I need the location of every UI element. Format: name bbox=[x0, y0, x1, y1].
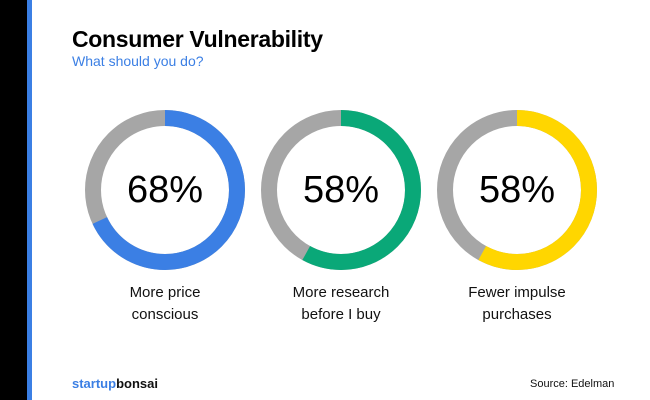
donut-more-research: 58% bbox=[261, 110, 421, 270]
left-accent-stripe bbox=[27, 0, 32, 400]
donut-label-price-conscious: More price conscious bbox=[80, 282, 250, 326]
donut-value: 68% bbox=[126, 169, 204, 211]
donut-value: 58% bbox=[302, 169, 380, 211]
donut-ring bbox=[261, 110, 421, 270]
brand-logo: startupbonsai bbox=[72, 376, 158, 391]
label-line: conscious bbox=[131, 306, 199, 323]
brand-part-startup: startup bbox=[72, 376, 117, 391]
chart-subtitle: What should you do? bbox=[72, 53, 204, 69]
source-note: Source: Edelman bbox=[530, 378, 615, 390]
donut-price-conscious: 68% bbox=[85, 110, 245, 270]
donut-label-more-research: More research before I buy bbox=[256, 282, 426, 326]
donut-ring bbox=[437, 110, 597, 270]
label-line: Fewer impulse bbox=[468, 284, 566, 301]
donut-label-fewer-impulse: Fewer impulse purchases bbox=[432, 282, 602, 326]
label-line: before I buy bbox=[301, 306, 381, 323]
left-black-bar bbox=[0, 0, 27, 400]
label-line: More research bbox=[292, 284, 390, 301]
label-line: More price bbox=[129, 284, 201, 301]
donut-value: 58% bbox=[478, 169, 556, 211]
donut-fewer-impulse: 58% bbox=[437, 110, 597, 270]
brand-part-bonsai: bonsai bbox=[116, 376, 158, 391]
chart-title: Consumer Vulnerability bbox=[72, 26, 323, 52]
donut-ring bbox=[85, 110, 245, 270]
label-line: purchases bbox=[482, 306, 552, 323]
